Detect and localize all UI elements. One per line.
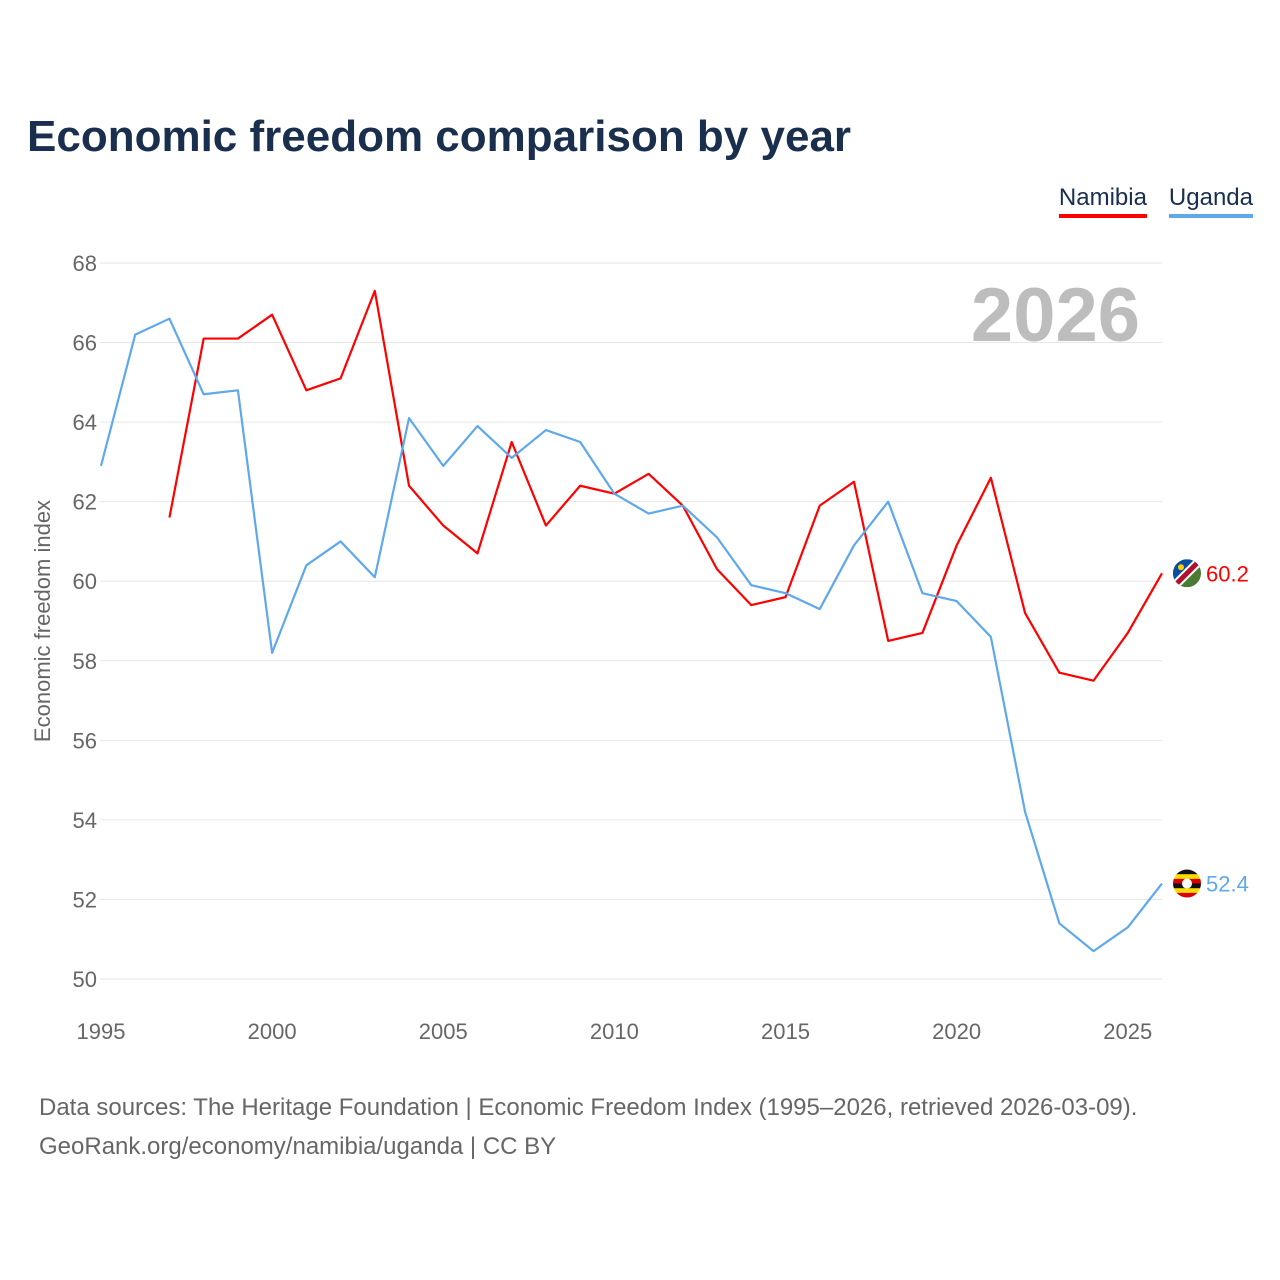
x-tick-label: 2025 <box>1103 1019 1152 1044</box>
y-axis-label: Economic freedom index <box>30 500 55 742</box>
series-line-namibia <box>168 289 1163 682</box>
series-line-uganda <box>99 317 1163 953</box>
footer: Data sources: The Heritage Foundation | … <box>39 1088 1137 1166</box>
chart-title: Economic freedom comparison by year <box>27 112 852 161</box>
legend-namibia[interactable]: Namibia <box>1058 184 1147 218</box>
uganda-end-label: 52.4 <box>1206 872 1249 897</box>
y-tick-label: 52 <box>73 887 97 912</box>
x-tick-label: 2015 <box>761 1019 810 1044</box>
legend-uganda[interactable]: Uganda <box>1168 184 1253 218</box>
x-tick-label: 2020 <box>932 1019 981 1044</box>
source-line: Data sources: The Heritage Foundation | … <box>39 1094 1138 1121</box>
uganda-flag-icon <box>1173 869 1201 898</box>
attribution-line: GeoRank.org/economy/namibia/uganda | CC … <box>39 1133 557 1160</box>
x-tick-label: 2005 <box>419 1019 468 1044</box>
y-tick-label: 66 <box>73 331 97 356</box>
year-watermark: 2026 <box>971 273 1140 358</box>
y-tick-label: 56 <box>73 728 97 753</box>
legend: Namibia Uganda <box>1058 184 1253 218</box>
x-tick-label: 2010 <box>590 1019 639 1044</box>
y-tick-label: 68 <box>73 251 97 276</box>
y-tick-label: 64 <box>73 410 97 435</box>
x-tick-label: 2000 <box>248 1019 297 1044</box>
y-tick-label: 62 <box>73 490 97 515</box>
x-tick-label: 1995 <box>77 1019 126 1044</box>
y-tick-label: 58 <box>73 649 97 674</box>
y-tick-label: 60 <box>73 569 97 594</box>
y-tick-label: 50 <box>73 967 97 992</box>
namibia-flag-icon <box>1173 559 1201 588</box>
y-tick-label: 54 <box>73 808 97 833</box>
namibia-end-label: 60.2 <box>1206 561 1249 586</box>
